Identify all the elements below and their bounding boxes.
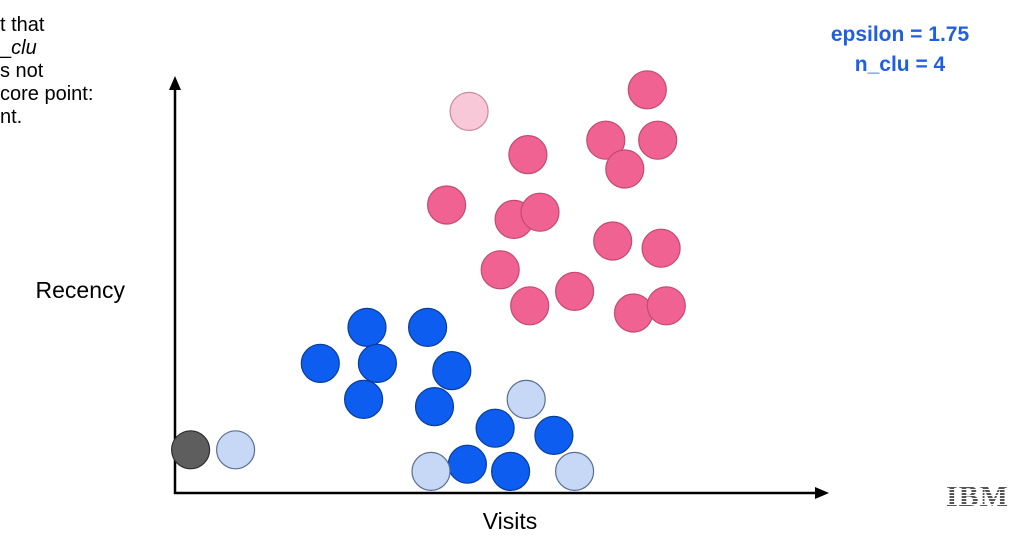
core-pink-point [593,221,633,261]
core-blue-point [344,379,384,419]
core-pink-point [554,271,595,311]
core-blue-point [347,307,387,347]
core-blue-point [414,387,455,427]
core-pink-point [480,250,520,290]
noise-point [171,430,211,470]
x-axis-label: Visits [482,508,538,534]
core-blue-point [408,307,448,347]
ibm-logo: IBM [946,481,1009,511]
core-pink-point [520,192,560,232]
core-pink-point [605,149,645,189]
core-pink-point [427,185,467,225]
x-axis-arrowhead [815,487,829,499]
core-blue-point [300,343,340,383]
explanation-text-fragment: t that _clu s not core point: nt. [0,14,93,129]
border-pink-point [449,91,489,132]
explanation-line-2: _clu [0,37,93,60]
n-clu-label: n_clu = 4 [854,53,946,76]
border-blue-point [506,379,546,419]
y-axis [169,76,181,494]
core-blue-point [357,343,397,383]
core-pink-point [510,286,550,326]
core-pink-point [586,120,626,160]
x-axis [174,487,829,499]
points-layer [171,70,686,491]
core-pink-point [627,70,667,110]
explanation-line-3: s not [0,60,93,83]
core-pink-point [646,286,686,326]
core-blue-point [475,408,515,448]
parameter-box: epsilon = 1.75 n_clu = 4 [800,20,1000,80]
explanation-line-2-text: _ [0,37,12,59]
explanation-line-3-text: s not [0,60,44,82]
core-blue-point [447,444,487,484]
epsilon-label: epsilon = 1.75 [830,23,970,46]
explanation-line-1: t that [0,14,93,37]
core-pink-point [641,228,681,268]
core-pink-point [638,120,678,160]
y-axis-arrowhead [169,76,181,90]
core-pink-point [508,135,548,175]
border-blue-point [216,430,256,470]
border-blue-point [411,451,451,491]
explanation-line-1-text: t that [0,14,45,36]
ibm-logo-text: IBM [946,481,1009,511]
core-pink-point [613,293,654,333]
explanation-line-5-text: nt. [0,106,23,128]
core-blue-point [491,451,531,491]
explanation-line-2-emphasis: clu [11,37,37,59]
explanation-line-4-text: core point: [0,83,94,105]
explanation-line-4: core point: [0,83,93,106]
core-blue-point [534,415,574,455]
core-blue-point [432,351,472,391]
explanation-line-5: nt. [0,106,93,129]
y-axis-label: Recency [35,277,125,303]
border-blue-point [554,451,595,491]
